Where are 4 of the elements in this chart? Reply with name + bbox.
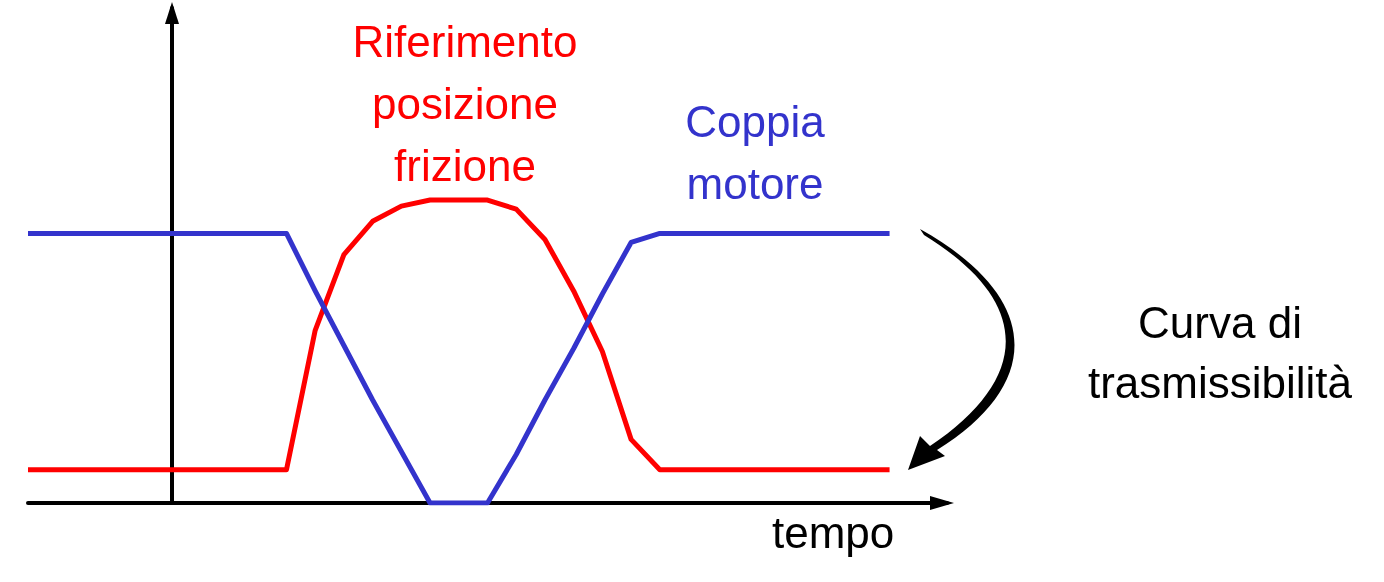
- series-label: Coppia motore: [685, 96, 826, 208]
- series-label: Riferimento posizione frizione: [352, 16, 578, 190]
- x-axis-title: tempo: [772, 507, 895, 557]
- text: Curva di trasmissibilità: [1087, 297, 1353, 407]
